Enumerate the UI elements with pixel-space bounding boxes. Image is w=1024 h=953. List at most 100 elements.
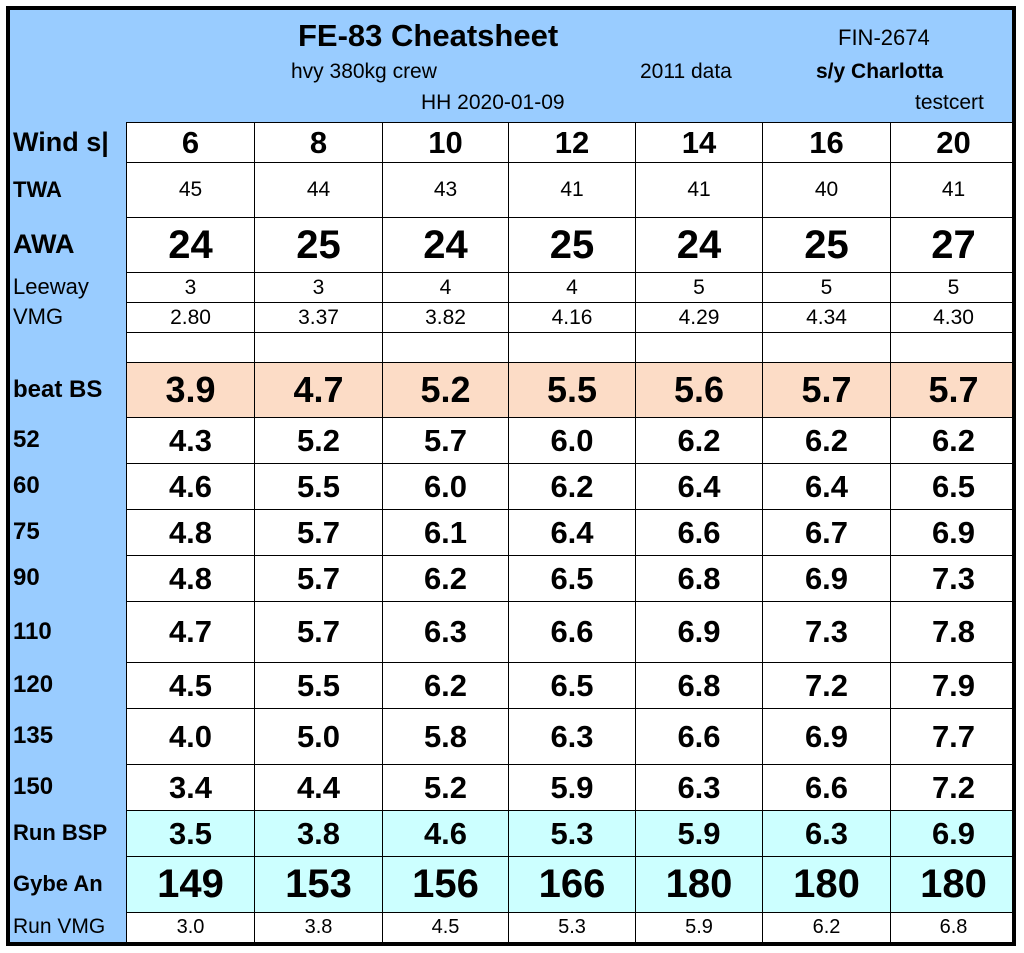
bsp-150-cell: 4.4 bbox=[254, 764, 383, 811]
vmg-cell: 3.37 bbox=[254, 302, 383, 333]
bsp-52-cell: 6.2 bbox=[762, 417, 891, 464]
bsp-150-cell: 5.9 bbox=[508, 764, 636, 811]
bsp-60-cell: 6.2 bbox=[508, 463, 636, 510]
row-label-bsp-150: 150 bbox=[13, 773, 54, 800]
bsp-120-cell: 5.5 bbox=[254, 662, 383, 709]
run-vmg-cell: 5.3 bbox=[508, 912, 636, 942]
spacer-cell bbox=[254, 332, 383, 363]
bsp-52-cell: 6.2 bbox=[890, 417, 1012, 464]
bsp-135-cell: 5.0 bbox=[254, 708, 383, 765]
spacer-cell bbox=[126, 332, 255, 363]
beat-bsp-cell: 3.9 bbox=[126, 362, 255, 418]
bsp-110-cell: 5.7 bbox=[254, 601, 383, 663]
row-label-leeway: Leeway bbox=[13, 274, 89, 299]
bsp-135-cell: 5.8 bbox=[382, 708, 509, 765]
twa-cell: 45 bbox=[126, 162, 255, 218]
wind-speed-cell: 16 bbox=[762, 122, 891, 163]
bsp-60-cell: 6.4 bbox=[635, 463, 763, 510]
beat-bsp-cell: 5.2 bbox=[382, 362, 509, 418]
wind-speed-cell: 12 bbox=[508, 122, 636, 163]
bsp-120-cell: 7.2 bbox=[762, 662, 891, 709]
spacer-cell bbox=[635, 332, 763, 363]
run-vmg-cell: 6.2 bbox=[762, 912, 891, 942]
twa-cell: 41 bbox=[635, 162, 763, 218]
bsp-110-cell: 6.6 bbox=[508, 601, 636, 663]
bsp-150-cell: 6.3 bbox=[635, 764, 763, 811]
sail-number: FIN-2674 bbox=[838, 25, 930, 50]
run-vmg-cell: 3.8 bbox=[254, 912, 383, 942]
run-bsp-cell: 5.3 bbox=[508, 810, 636, 857]
bsp-75-cell: 6.6 bbox=[635, 509, 763, 556]
beat-bsp-cell: 5.7 bbox=[762, 362, 891, 418]
leeway-cell: 5 bbox=[762, 272, 891, 303]
bsp-90-cell: 5.7 bbox=[254, 555, 383, 602]
bsp-110-cell: 7.8 bbox=[890, 601, 1012, 663]
awa-cell: 27 bbox=[890, 217, 1012, 273]
row-label-bsp-52: 52 bbox=[13, 426, 40, 453]
bsp-135-cell: 6.3 bbox=[508, 708, 636, 765]
leeway-cell: 4 bbox=[382, 272, 509, 303]
bsp-52-cell: 5.7 bbox=[382, 417, 509, 464]
vmg-cell: 4.30 bbox=[890, 302, 1012, 333]
bsp-75-cell: 4.8 bbox=[126, 509, 255, 556]
row-label-gybe-angle: Gybe An bbox=[13, 871, 103, 896]
spacer-cell bbox=[890, 332, 1012, 363]
bsp-90-cell: 6.5 bbox=[508, 555, 636, 602]
spacer-cell bbox=[382, 332, 509, 363]
wind-speed-cell: 8 bbox=[254, 122, 383, 163]
gybe-angle-cell: 156 bbox=[382, 856, 509, 913]
row-label-bsp-75: 75 bbox=[13, 518, 40, 545]
cheatsheet: FE-83 Cheatsheet FIN-2674 hvy 380kg crew… bbox=[6, 6, 1016, 946]
awa-cell: 25 bbox=[762, 217, 891, 273]
leeway-cell: 5 bbox=[635, 272, 763, 303]
spacer-cell bbox=[508, 332, 636, 363]
row-label-bsp-110: 110 bbox=[13, 617, 52, 645]
bsp-120-cell: 6.2 bbox=[382, 662, 509, 709]
gybe-angle-cell: 166 bbox=[508, 856, 636, 913]
bsp-120-cell: 6.5 bbox=[508, 662, 636, 709]
bsp-150-cell: 3.4 bbox=[126, 764, 255, 811]
bsp-110-cell: 6.9 bbox=[635, 601, 763, 663]
vmg-cell: 4.29 bbox=[635, 302, 763, 333]
bsp-90-cell: 7.3 bbox=[890, 555, 1012, 602]
row-label-wind-speed: Wind s| bbox=[13, 126, 109, 157]
row-label-column bbox=[10, 122, 126, 942]
sheet-title: FE-83 Cheatsheet bbox=[298, 18, 559, 53]
bsp-120-cell: 4.5 bbox=[126, 662, 255, 709]
bsp-150-cell: 7.2 bbox=[890, 764, 1012, 811]
gybe-angle-cell: 153 bbox=[254, 856, 383, 913]
leeway-cell: 3 bbox=[126, 272, 255, 303]
run-bsp-cell: 6.3 bbox=[762, 810, 891, 857]
row-label-bsp-120: 120 bbox=[13, 671, 54, 698]
yacht-name: s/y Charlotta bbox=[816, 60, 944, 83]
gybe-angle-cell: 180 bbox=[890, 856, 1012, 913]
beat-bsp-cell: 5.6 bbox=[635, 362, 763, 418]
run-vmg-cell: 4.5 bbox=[382, 912, 509, 942]
leeway-cell: 3 bbox=[254, 272, 383, 303]
bsp-75-cell: 6.4 bbox=[508, 509, 636, 556]
bsp-52-cell: 5.2 bbox=[254, 417, 383, 464]
crew-weight: hvy 380kg crew bbox=[291, 60, 437, 83]
data-year: 2011 data bbox=[640, 60, 732, 83]
bsp-90-cell: 4.8 bbox=[126, 555, 255, 602]
bsp-110-cell: 4.7 bbox=[126, 601, 255, 663]
bsp-110-cell: 6.3 bbox=[382, 601, 509, 663]
row-label-bsp-60: 60 bbox=[13, 472, 40, 499]
bsp-110-cell: 7.3 bbox=[762, 601, 891, 663]
bsp-150-cell: 5.2 bbox=[382, 764, 509, 811]
bsp-75-cell: 6.1 bbox=[382, 509, 509, 556]
run-vmg-cell: 6.8 bbox=[890, 912, 1012, 942]
certificate: testcert bbox=[915, 91, 984, 114]
bsp-75-cell: 6.7 bbox=[762, 509, 891, 556]
author-date: HH 2020-01-09 bbox=[421, 91, 565, 114]
run-vmg-cell: 3.0 bbox=[126, 912, 255, 942]
row-label-beat-bsp: beat BS bbox=[13, 375, 103, 403]
leeway-cell: 5 bbox=[890, 272, 1012, 303]
bsp-52-cell: 4.3 bbox=[126, 417, 255, 464]
wind-speed-cell: 10 bbox=[382, 122, 509, 163]
gybe-angle-cell: 180 bbox=[762, 856, 891, 913]
run-bsp-cell: 5.9 bbox=[635, 810, 763, 857]
bsp-60-cell: 6.4 bbox=[762, 463, 891, 510]
row-label-run-bsp: Run BSP bbox=[13, 820, 108, 845]
twa-cell: 44 bbox=[254, 162, 383, 218]
